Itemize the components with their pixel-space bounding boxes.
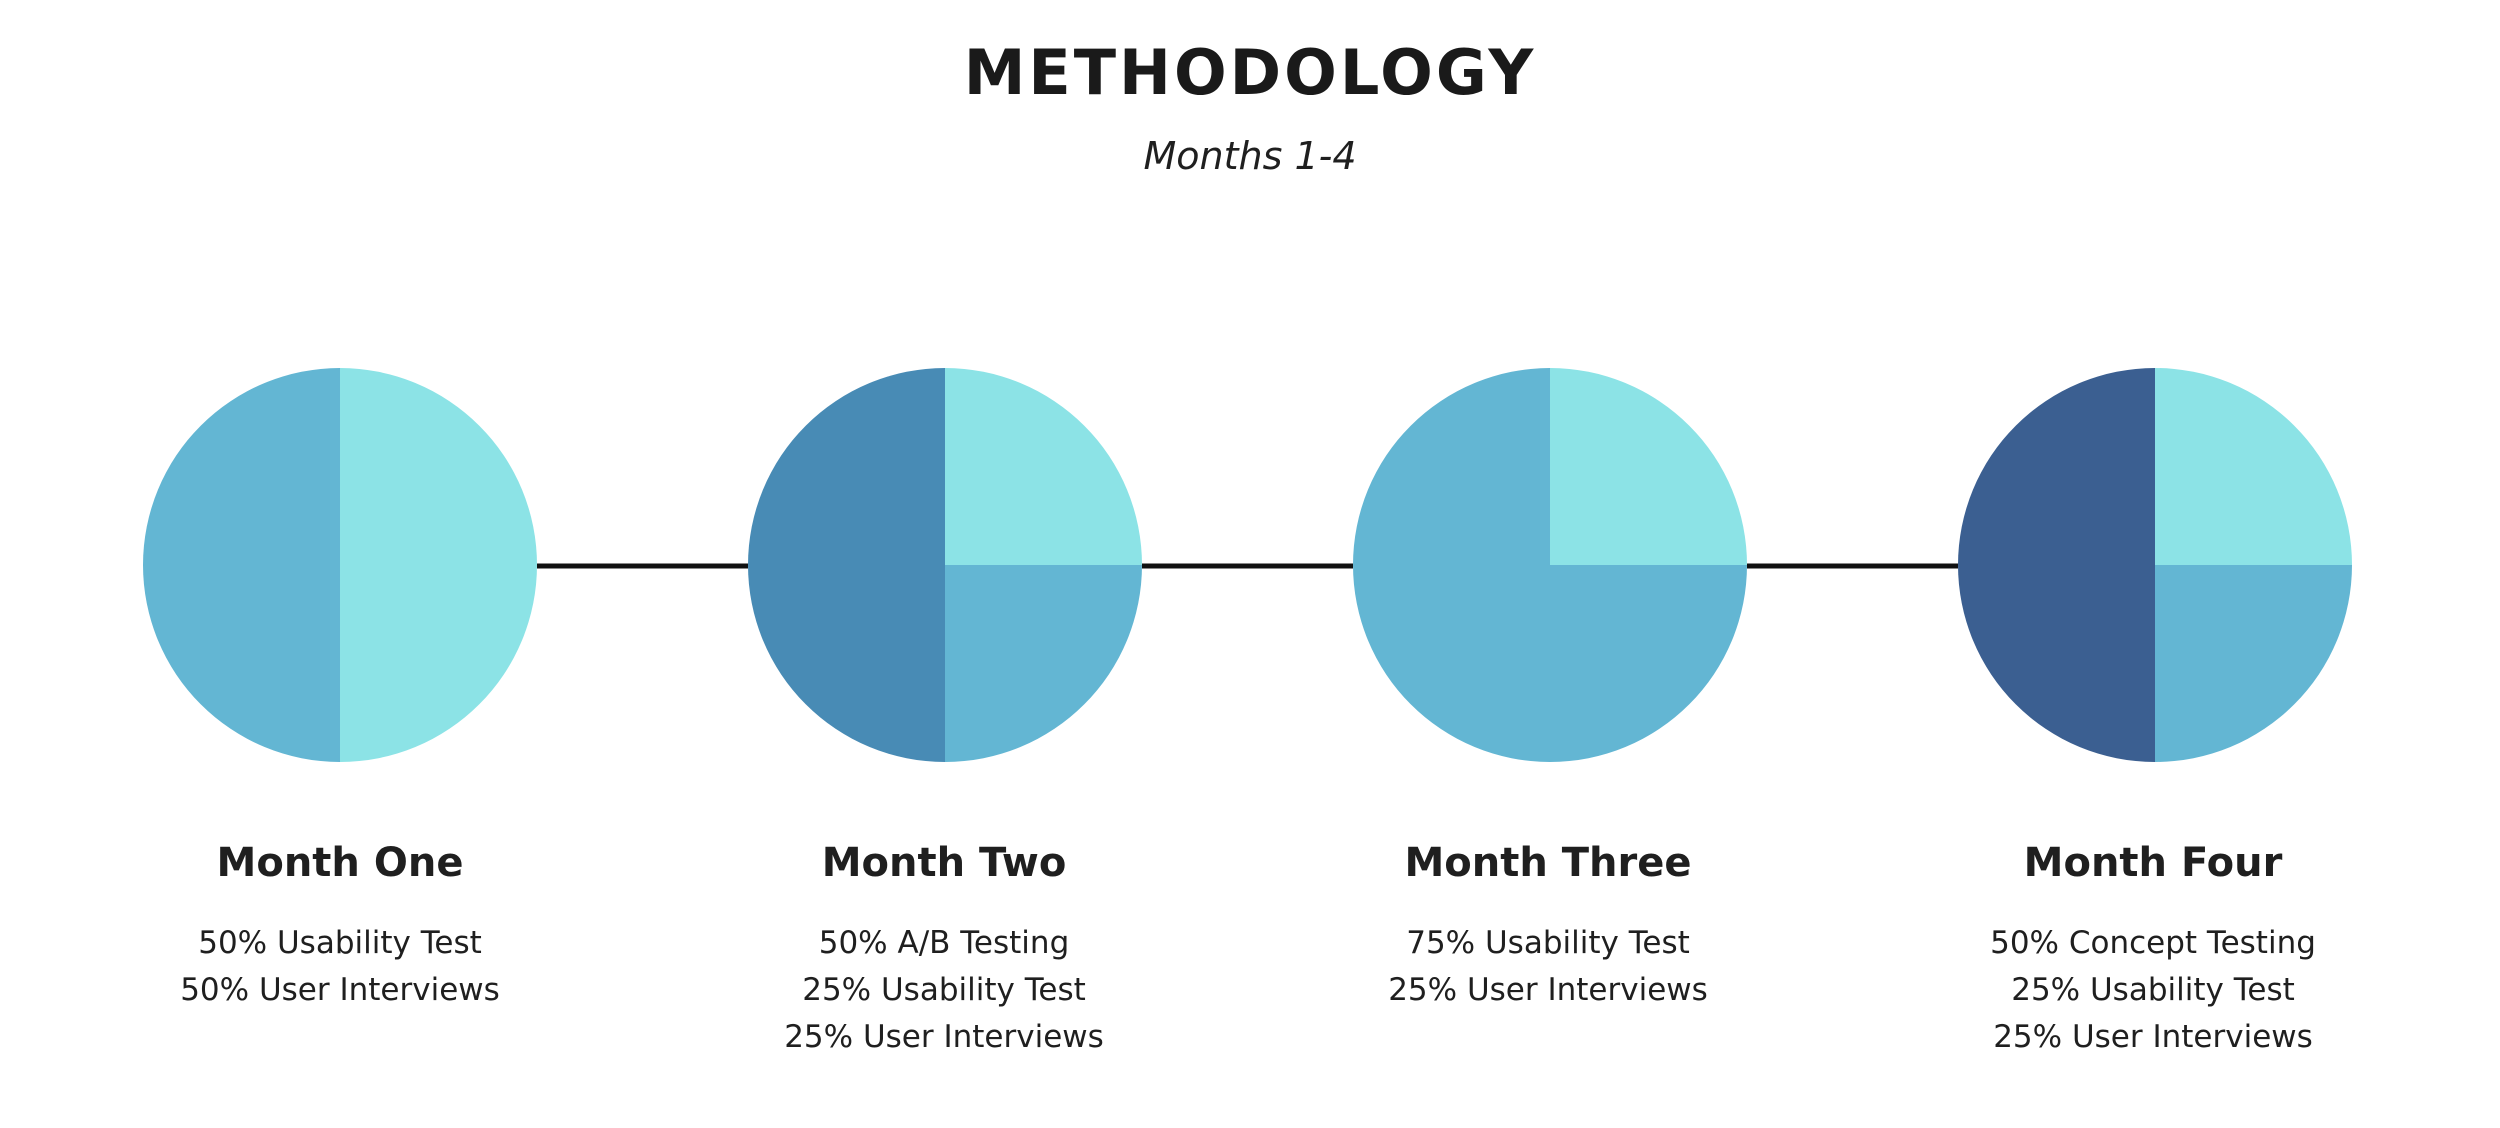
month-one-line-1: 50% Usability Test (198, 925, 482, 961)
month-three-line-2: 25% User Interviews (1388, 972, 1708, 1008)
month-three-title: Month Three (1404, 840, 1692, 886)
page-subtitle: Months 1-4 (1143, 134, 1357, 178)
month-three-line-1: 75% Usability Test (1406, 925, 1690, 961)
month-two-line-2: 25% Usability Test (802, 972, 1086, 1008)
month-two-line-1: 50% A/B Testing (818, 925, 1070, 961)
month-four-pie-slice-3 (1958, 368, 2155, 762)
month-four-block: Month Four 50% Concept Testing 25% Usabi… (1893, 840, 2413, 1061)
month-two-pie-slice-1 (945, 368, 1142, 565)
month-one-pie-slice-1 (340, 368, 537, 762)
page-title: METHODOLOGY (963, 36, 1537, 109)
month-four-title: Month Four (2023, 840, 2283, 886)
month-four-pie-slice-1 (2155, 368, 2352, 565)
month-two-title: Month Two (821, 840, 1067, 886)
month-one-pie-slice-2 (143, 368, 340, 762)
month-two-line-3: 25% User Interviews (784, 1019, 1104, 1055)
month-one-block: Month One 50% Usability Test 50% User In… (80, 840, 600, 1014)
month-two-pie-slice-3 (748, 368, 945, 762)
month-two-pie-slice-2 (945, 565, 1142, 762)
month-four-line-2: 25% Usability Test (2011, 972, 2295, 1008)
month-one-line-2: 50% User Interviews (180, 972, 500, 1008)
month-four-pie-slice-2 (2155, 565, 2352, 762)
month-four-line-3: 25% User Interviews (1993, 1019, 2313, 1055)
month-three-block: Month Three 75% Usability Test 25% User … (1288, 840, 1808, 1014)
month-three-pie-slice-1 (1550, 368, 1747, 565)
month-three-pie-slice-2 (1353, 368, 1747, 762)
month-two-block: Month Two 50% A/B Testing 25% Usability … (684, 840, 1204, 1061)
month-four-line-1: 50% Concept Testing (1990, 925, 2316, 961)
month-one-title: Month One (216, 840, 464, 886)
